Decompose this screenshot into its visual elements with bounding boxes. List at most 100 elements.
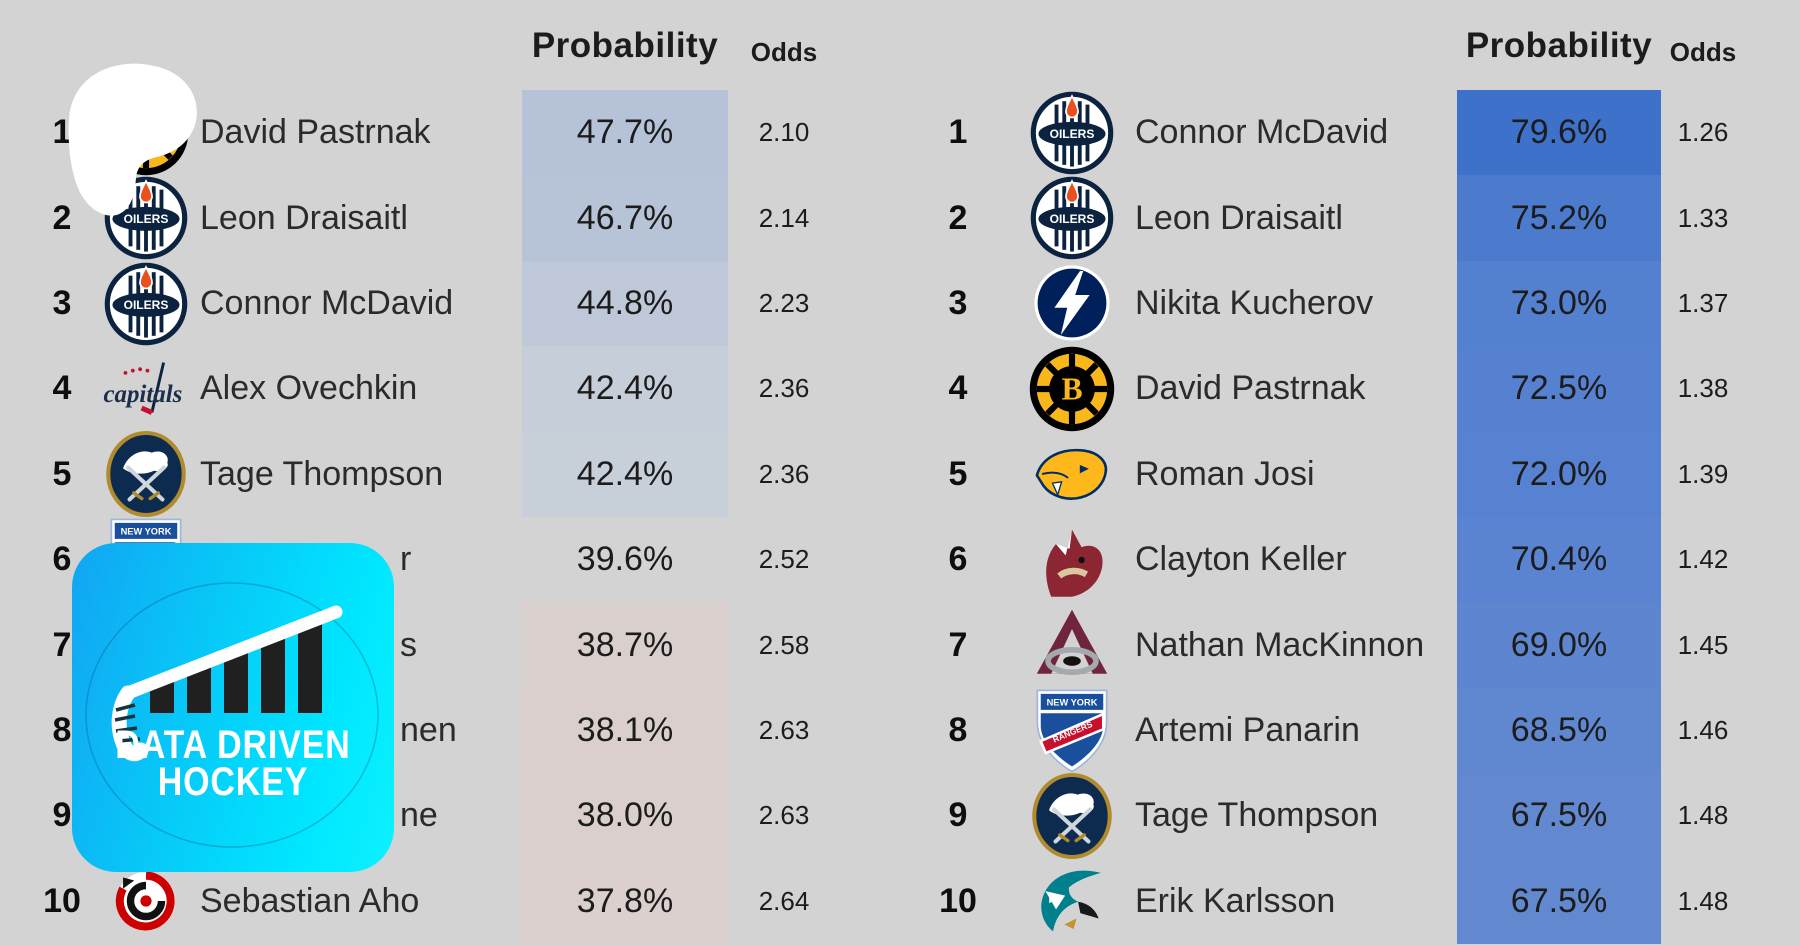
hockey-stick-bar-chart-icon bbox=[85, 582, 379, 848]
probability-value: 39.6% bbox=[576, 540, 674, 579]
player-name: nen bbox=[400, 710, 457, 749]
table-row: 75.2% 2 OILERS Leon Draisaitl 1.33 bbox=[0, 175, 1800, 261]
odds-value: 2.63 bbox=[758, 714, 810, 745]
sharks-logo-icon bbox=[1026, 859, 1118, 944]
odds-value: 2.36 bbox=[758, 458, 810, 489]
lightning-logo-icon bbox=[1026, 261, 1118, 346]
probability-cell: 39.6% bbox=[522, 517, 728, 603]
table-row: 69.0% 7 Nathan MacKinnon 1.45 bbox=[0, 602, 1800, 688]
coyotes-logo-icon bbox=[1026, 517, 1118, 602]
rank-number: 1 bbox=[948, 113, 968, 152]
player-name: Sebastian Aho bbox=[200, 881, 420, 920]
player-name: David Pastrnak bbox=[1135, 369, 1366, 408]
svg-text:OILERS: OILERS bbox=[1050, 212, 1095, 226]
rank-number: 9 bbox=[52, 796, 72, 835]
odds-value: 1.39 bbox=[1677, 458, 1729, 489]
oilers-logo-icon: OILERS bbox=[100, 261, 192, 346]
odds-value: 2.10 bbox=[758, 117, 810, 148]
rank-number: 5 bbox=[948, 454, 968, 493]
odds-value: 2.58 bbox=[758, 629, 810, 660]
table-row: 72.5% 4 B David Pastrnak 1.38 bbox=[0, 346, 1800, 432]
table-row: 72.0% 5 Roman Josi 1.39 bbox=[0, 431, 1800, 517]
probability-cell: 38.1% bbox=[522, 687, 728, 774]
probability-value: 79.6% bbox=[1510, 113, 1608, 152]
odds-value: 2.23 bbox=[758, 287, 810, 318]
table-row: 67.5% 9 Tage Thompson 1.48 bbox=[0, 772, 1800, 859]
player-name: Clayton Keller bbox=[1135, 540, 1347, 579]
hurricanes-logo-icon bbox=[100, 859, 192, 944]
probability-value: 38.7% bbox=[576, 625, 674, 664]
player-name: r bbox=[400, 540, 412, 579]
rank-number: 1 bbox=[52, 113, 72, 152]
rank-number: 2 bbox=[948, 198, 968, 237]
rank-number: 4 bbox=[52, 369, 72, 408]
watermark-line2: HOCKEY bbox=[157, 760, 309, 804]
probability-cell: 73.0% bbox=[1457, 260, 1661, 347]
player-name: Erik Karlsson bbox=[1135, 881, 1336, 920]
probability-value: 70.4% bbox=[1510, 540, 1608, 579]
rank-number: 10 bbox=[43, 881, 81, 920]
player-name: David Pastrnak bbox=[200, 113, 431, 152]
player-name: Leon Draisaitl bbox=[1135, 198, 1343, 237]
odds-value: 1.46 bbox=[1677, 714, 1729, 745]
odds-value: 1.37 bbox=[1677, 287, 1729, 318]
sabres-logo-icon bbox=[100, 431, 192, 518]
probability-value: 38.0% bbox=[576, 796, 674, 835]
avalanche-logo-icon bbox=[1026, 602, 1118, 687]
player-name: Leon Draisaitl bbox=[200, 198, 408, 237]
left-probability-header: Probability bbox=[531, 26, 719, 65]
player-name: Nathan MacKinnon bbox=[1135, 625, 1425, 664]
probability-cell: 38.0% bbox=[522, 773, 728, 859]
table-row: 42.4% 4 capitals Alex Ovechkin 2.36 bbox=[0, 346, 1800, 432]
rank-number: 4 bbox=[948, 369, 968, 408]
player-name: Tage Thompson bbox=[200, 454, 444, 493]
player-name: Connor McDavid bbox=[1135, 113, 1389, 152]
odds-value: 1.45 bbox=[1677, 629, 1729, 660]
white-blob-overlay bbox=[68, 63, 197, 216]
rank-number: 8 bbox=[948, 710, 968, 749]
probability-cell: 42.4% bbox=[522, 431, 728, 517]
odds-value: 2.52 bbox=[758, 544, 810, 575]
svg-text:OILERS: OILERS bbox=[124, 298, 169, 312]
table-row: 46.7% 2 OILERS Leon Draisaitl 2.14 bbox=[0, 175, 1800, 261]
odds-value: 1.42 bbox=[1677, 544, 1729, 575]
oilers-logo-icon: OILERS bbox=[1026, 175, 1118, 260]
table-row: 73.0% 3 Nikita Kucherov 1.37 bbox=[0, 260, 1800, 347]
player-name: Alex Ovechkin bbox=[200, 369, 418, 408]
player-name: s bbox=[400, 625, 417, 664]
probability-value: 75.2% bbox=[1510, 198, 1608, 237]
player-name: Tage Thompson bbox=[1135, 796, 1379, 835]
probability-value: 38.1% bbox=[576, 710, 674, 749]
probability-cell: 47.7% bbox=[522, 90, 728, 176]
probability-value: 68.5% bbox=[1510, 710, 1608, 749]
bruins-logo-icon: B bbox=[1026, 346, 1118, 432]
probability-value: 47.7% bbox=[576, 113, 674, 152]
table-row: 38.7% 7 s 2.58 bbox=[0, 602, 1800, 688]
probability-cell: 38.7% bbox=[522, 602, 728, 688]
sabres-logo-icon bbox=[1026, 772, 1118, 859]
probability-value: 42.4% bbox=[576, 454, 674, 493]
svg-text:NEW YORK: NEW YORK bbox=[1047, 697, 1098, 707]
probability-cell: 75.2% bbox=[1457, 175, 1661, 261]
probability-cell: 79.6% bbox=[1457, 90, 1661, 176]
odds-value: 1.48 bbox=[1677, 800, 1729, 831]
probability-value: 73.0% bbox=[1510, 283, 1608, 322]
right-probability-header: Probability bbox=[1465, 26, 1653, 65]
rank-number: 10 bbox=[939, 881, 977, 920]
probability-cell: 72.0% bbox=[1457, 431, 1661, 517]
rank-number: 5 bbox=[52, 454, 72, 493]
probability-value: 37.8% bbox=[576, 881, 674, 920]
rank-number: 6 bbox=[52, 540, 72, 579]
probability-cell: 69.0% bbox=[1457, 602, 1661, 688]
rank-number: 2 bbox=[52, 198, 72, 237]
rank-number: 7 bbox=[52, 625, 72, 664]
svg-text:capitals: capitals bbox=[103, 381, 182, 408]
rank-number: 9 bbox=[948, 796, 968, 835]
svg-text:OILERS: OILERS bbox=[1050, 127, 1095, 141]
data-driven-hockey-watermark: DATA DRIVEN HOCKEY bbox=[72, 543, 394, 872]
probability-cell: 68.5% bbox=[1457, 687, 1661, 774]
rank-number: 7 bbox=[948, 625, 968, 664]
probability-value: 42.4% bbox=[576, 369, 674, 408]
player-name: Connor McDavid bbox=[200, 283, 454, 322]
